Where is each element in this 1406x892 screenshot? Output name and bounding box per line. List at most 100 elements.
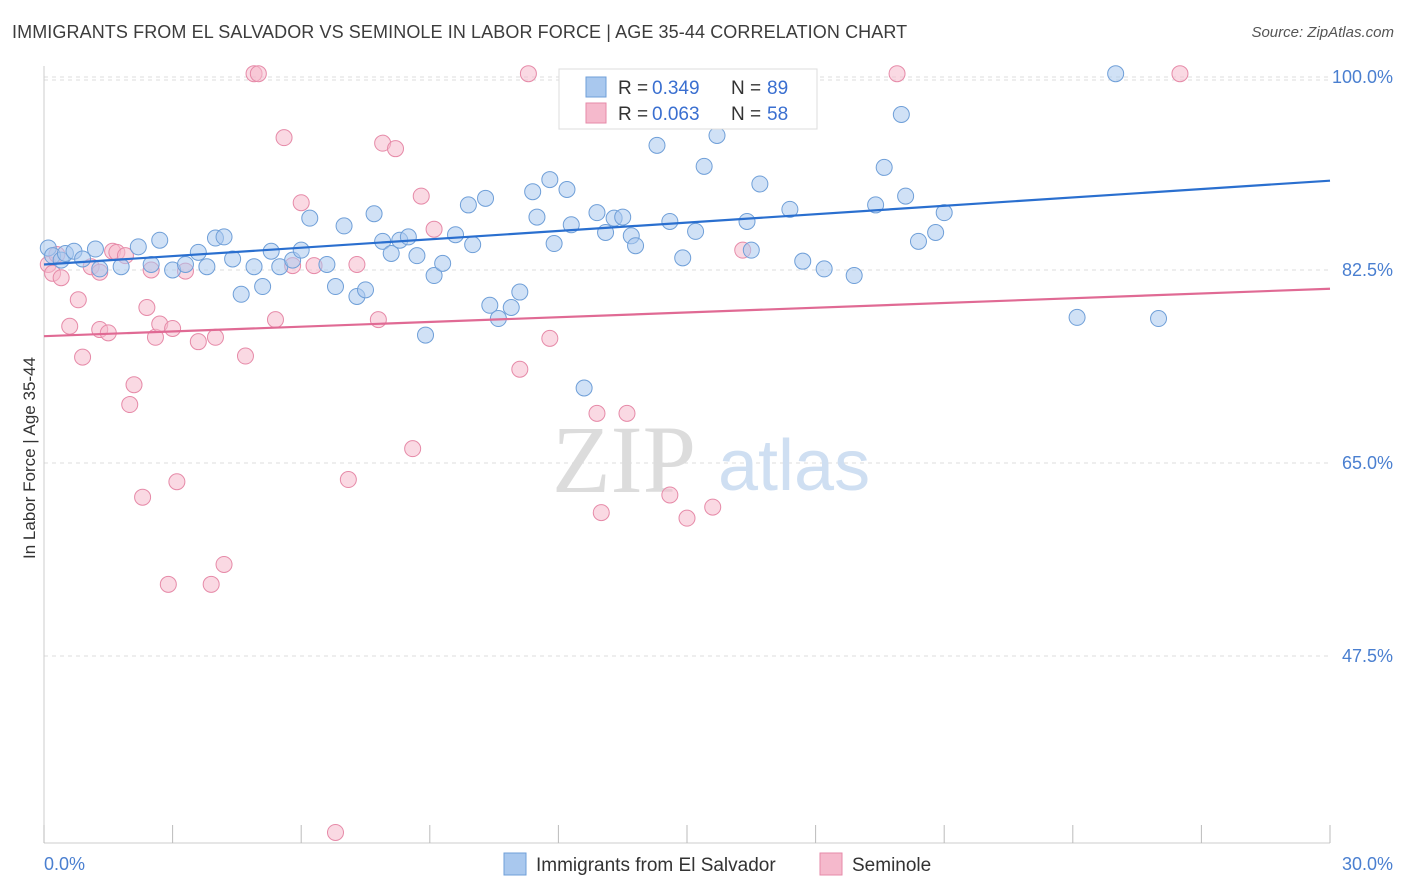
seminole-point-25 <box>189 333 207 351</box>
el-salvador-point-64 <box>674 249 692 267</box>
seminole-point-40 <box>369 311 387 329</box>
el-salvador-point-77 <box>875 158 893 176</box>
el-salvador-point-20 <box>245 258 263 276</box>
seminole-point-47 <box>519 65 537 83</box>
el-salvador-point-47 <box>502 298 520 316</box>
el-salvador-point-37 <box>408 247 426 265</box>
y-tick-labels: 47.5% 65.0% 82.5% 100.0% <box>1332 67 1393 666</box>
seminole-point-21 <box>159 575 177 593</box>
seminole-point-48 <box>541 329 559 347</box>
el-salvador-point-67 <box>708 126 726 144</box>
seminole-point-31 <box>249 65 267 83</box>
el-salvador-point-41 <box>447 226 465 244</box>
legend-n-label-2: N = <box>731 104 761 125</box>
x-tick-labels: 0.0% 30.0% <box>44 854 1393 874</box>
seminole-point-26 <box>202 575 220 593</box>
legend-n-label-1: N = <box>731 78 761 99</box>
seminole-point-37 <box>326 823 344 841</box>
y-tick-label-2: 82.5% <box>1342 260 1393 280</box>
el-salvador-point-15 <box>198 258 216 276</box>
legend-n-value-1: 89 <box>767 78 788 99</box>
el-salvador-point-51 <box>541 171 559 189</box>
seminole-point-57 <box>1171 65 1189 83</box>
el-salvador-point-73 <box>794 252 812 270</box>
seminole-point-46 <box>511 360 529 378</box>
seminole-point-5 <box>69 291 87 309</box>
legend-r-value-2: 0.063 <box>652 104 700 125</box>
y-tick-label-1: 65.0% <box>1342 453 1393 473</box>
el-salvador-point-80 <box>909 232 927 250</box>
x-tick-label-0: 0.0% <box>44 854 85 874</box>
el-salvador-point-22 <box>262 242 280 260</box>
el-salvador-point-40 <box>434 254 452 272</box>
seminole-point-29 <box>236 347 254 365</box>
seminole-point-49 <box>588 404 606 422</box>
el-salvador-point-19 <box>232 285 250 303</box>
el-salvador-point-29 <box>335 217 353 235</box>
el-salvador-point-13 <box>176 255 194 273</box>
el-salvador-point-11 <box>151 231 169 249</box>
el-salvador-point-74 <box>815 260 833 278</box>
seminole-point-56 <box>888 65 906 83</box>
el-salvador-point-75 <box>845 267 863 285</box>
seminole-point-50 <box>592 504 610 522</box>
chart-source: Source: ZipAtlas.com <box>1251 24 1394 41</box>
y-tick-label-3: 100.0% <box>1332 67 1393 87</box>
el-salvador-point-83 <box>1068 308 1086 326</box>
bottom-legend-label-pink: Seminole <box>852 855 931 876</box>
el-salvador-point-71 <box>751 175 769 193</box>
seminole-point-32 <box>266 311 284 329</box>
el-salvador-point-63 <box>661 212 679 230</box>
chart-title: IMMIGRANTS FROM EL SALVADOR VS SEMINOLE … <box>12 22 908 42</box>
el-salvador-point-49 <box>524 183 542 201</box>
seminole-point-23 <box>168 473 186 491</box>
legend-n-value-2: 58 <box>767 104 788 125</box>
el-salvador-point-66 <box>695 157 713 175</box>
legend-r-value-1: 0.349 <box>652 78 700 99</box>
seminole-point-6 <box>74 348 92 366</box>
el-salvador-point-45 <box>481 296 499 314</box>
seminole-point-52 <box>661 486 679 504</box>
el-salvador-point-32 <box>365 205 383 223</box>
el-salvador-point-25 <box>292 241 310 259</box>
el-salvador-point-38 <box>417 326 435 344</box>
el-salvador-point-44 <box>477 189 495 207</box>
el-salvador-point-8 <box>112 258 130 276</box>
el-salvador-point-81 <box>927 224 945 242</box>
el-salvador-point-72 <box>781 200 799 218</box>
el-salvador-point-84 <box>1107 65 1125 83</box>
el-salvador-point-85 <box>1150 310 1168 328</box>
el-salvador-point-42 <box>459 196 477 214</box>
el-salvador-point-34 <box>382 244 400 262</box>
seminole-trend-line <box>43 287 1331 338</box>
el-salvador-point-70 <box>742 241 760 259</box>
watermark-atlas: atlas <box>718 426 870 506</box>
el-salvador-point-52 <box>545 235 563 253</box>
el-salvador-point-26 <box>301 209 319 227</box>
seminole-point-4 <box>61 317 79 335</box>
y-tick-label-0: 47.5% <box>1342 646 1393 666</box>
el-salvador-point-69 <box>738 212 756 230</box>
seminole-point-28 <box>215 555 233 573</box>
seminole-point-33 <box>275 129 293 147</box>
seminole-point-38 <box>339 471 357 489</box>
el-salvador-point-55 <box>575 379 593 397</box>
el-salvador-point-18 <box>224 250 242 268</box>
y-axis-title: In Labor Force | Age 35-44 <box>20 357 39 559</box>
seminole-point-42 <box>387 140 405 158</box>
seminole-point-35 <box>292 194 310 212</box>
grid <box>44 76 1330 657</box>
el-salvador-point-9 <box>129 238 147 256</box>
bottom-legend-swatch-blue <box>503 852 527 876</box>
el-salvador-point-61 <box>627 237 645 255</box>
seminole-point-45 <box>425 220 443 238</box>
el-salvador-point-79 <box>897 187 915 205</box>
watermark: ZIP atlas <box>552 406 870 513</box>
seminole-point-39 <box>348 255 366 273</box>
seminole-point-51 <box>618 404 636 422</box>
el-salvador-point-48 <box>511 283 529 301</box>
el-salvador-point-36 <box>399 228 417 246</box>
el-salvador-point-78 <box>892 105 910 123</box>
el-salvador-point-53 <box>558 180 576 198</box>
